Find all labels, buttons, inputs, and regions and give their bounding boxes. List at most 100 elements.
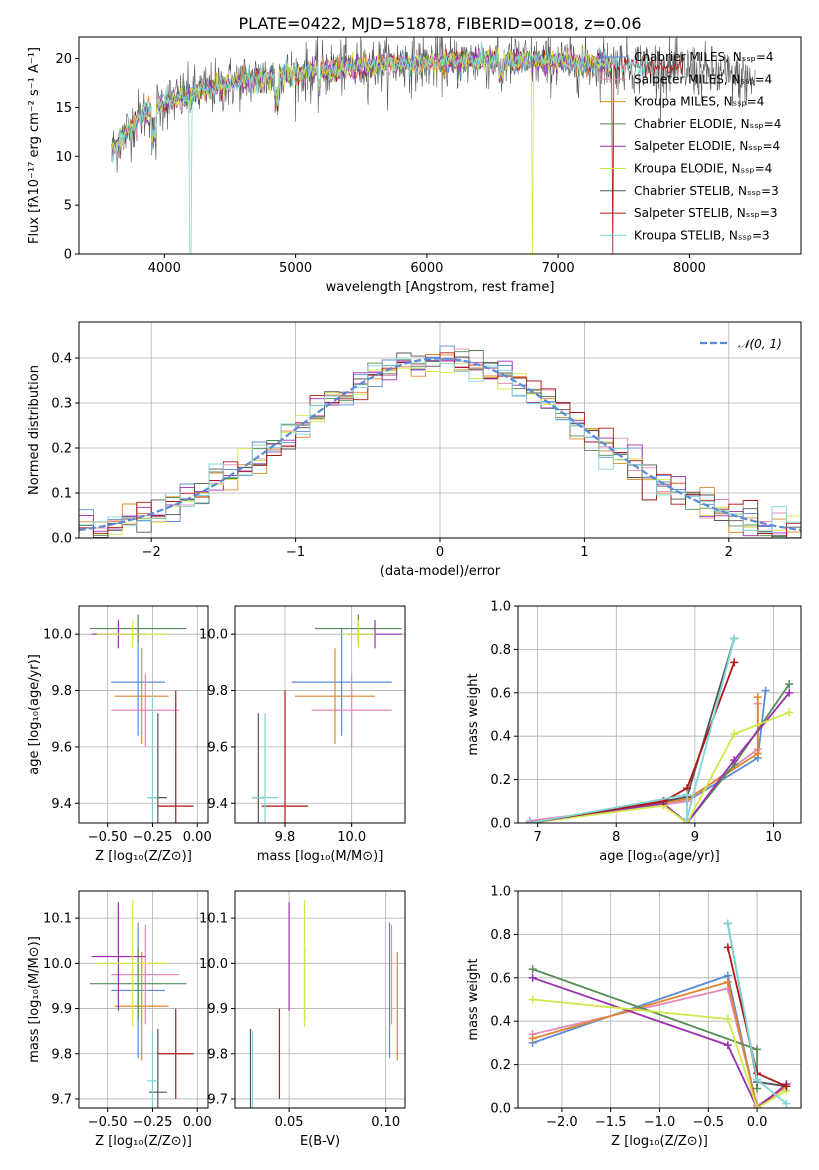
weight-marker [723, 1015, 732, 1024]
x-axis-label: wavelength [Angstrom, rest frame] [326, 280, 555, 295]
y-tick-label: 9.7 [51, 1092, 72, 1107]
y-tick-label: 10.1 [43, 912, 72, 927]
weight-marker [785, 688, 794, 697]
x-tick-label: 0.0 [747, 1115, 768, 1130]
weight-line [529, 662, 736, 823]
y-tick-label: 0.8 [490, 928, 511, 943]
y-tick-label: 5 [64, 199, 72, 214]
x-axis-label: Z [log₁₀(Z/Z⊙)] [611, 1134, 708, 1149]
y-tick-label: 0.0 [490, 1102, 511, 1117]
normal-curve [79, 357, 801, 532]
spectrum-series-chabrier_stelib [111, 37, 756, 173]
weight-marker [753, 749, 762, 758]
y-tick-label: 15 [55, 101, 72, 116]
x-tick-label: 10.0 [337, 830, 366, 845]
errorbar-chabrier_miles [291, 628, 392, 736]
errorbar-chabrier_elodie [89, 947, 187, 1020]
weight-marker [528, 965, 537, 974]
weight-marker [782, 1082, 791, 1091]
weight-series-kroupa_stelib [723, 919, 791, 1108]
x-tick-label: 7 [534, 830, 542, 845]
weight-marker [528, 973, 537, 982]
weight-marker [723, 978, 732, 987]
x-axis-label: E(B-V) [300, 1134, 340, 1149]
weight-marker [723, 1041, 732, 1050]
histogram-salpeter_stelib [79, 352, 801, 538]
y-axis-label: age [log₁₀(age/yr)] [27, 654, 42, 775]
axes-frame [234, 890, 406, 1109]
errorbar-salpeter_stelib [157, 690, 194, 823]
y-tick-label: 0.0 [490, 817, 511, 832]
weight-line [529, 638, 736, 823]
y-tick-label: 9.4 [207, 797, 228, 812]
panel-mass_vs_ebv: 0.05 0.10 9.7 9.8 9.9 10.0 10.1 E(B-V) [199, 890, 406, 1149]
plot-area [89, 614, 194, 823]
x-tick-label: −0.25 [133, 1115, 173, 1130]
errorbar-salpeter_stelib [157, 1008, 194, 1099]
axes-frame [78, 890, 209, 1109]
legend-label-chabrier_elodie: Chabrier ELODIE, Nₛₛₚ=4 [634, 117, 781, 131]
y-axis-label: mass weight [466, 673, 481, 755]
axes-frame [78, 605, 209, 824]
y-tick-label: 9.8 [51, 684, 72, 699]
y-tick-label: 1.0 [490, 885, 511, 900]
panel-mass_vs_Z: −0.50 −0.25 0.00 9.7 9.8 9.9 10.0 10.1 Z [log₁₀(… [27, 890, 212, 1149]
panel-spectrum: 4000 5000 6000 7000 8000 0 5 10 15 20 wavelength [… [27, 36, 802, 295]
legend-label-salpeter_stelib: Salpeter STELIB, Nₛₛₚ=3 [634, 206, 778, 220]
x-tick-label: 0 [436, 545, 444, 560]
x-tick-label: 6000 [410, 261, 443, 276]
x-tick-label: 7000 [542, 261, 575, 276]
x-tick-label: 0.05 [275, 1115, 304, 1130]
x-tick-label: 9 [691, 830, 699, 845]
panel-residuals: −2 −1 0 1 2 0.0 0.1 0.2 0.3 0.4 (data-model)/error… [27, 321, 802, 579]
y-tick-label: 9.4 [51, 797, 72, 812]
panel-age_vs_mass: 9.8 10.0 9.4 9.6 9.8 10.0 mass [log₁₀(M/M⊙)] [199, 605, 406, 864]
x-tick-label: 4000 [148, 261, 181, 276]
legend-label-kroupa_stelib: Kroupa STELIB, Nₛₛₚ=3 [634, 228, 770, 242]
weight-marker [730, 756, 739, 765]
x-tick-label: 2 [725, 545, 733, 560]
weight-marker [723, 919, 732, 928]
weight-line [529, 711, 790, 823]
y-tick-label: 0.3 [51, 397, 72, 412]
y-axis-label: mass [log₁₀(M/M⊙)] [27, 936, 42, 1063]
y-tick-label: 0.0 [51, 532, 72, 547]
plot-area [525, 634, 794, 823]
plot-area [89, 900, 194, 1108]
errorbar-salpeter_miles [111, 924, 180, 1025]
x-tick-label: −0.50 [88, 1115, 128, 1130]
x-tick-label: 8000 [673, 261, 706, 276]
errorbar-salpeter_miles [311, 673, 392, 747]
plot-area [79, 345, 801, 538]
errorbar-kroupa_elodie [96, 900, 169, 1027]
x-tick-label: 0.00 [183, 1115, 212, 1130]
weight-marker [528, 995, 537, 1004]
errorbar-salpeter_stelib [261, 690, 309, 823]
y-tick-label: 10.0 [43, 957, 72, 972]
legend-label-kroupa_elodie: Kroupa ELODIE, Nₛₛₚ=4 [634, 162, 772, 176]
y-tick-label: 0 [64, 248, 72, 263]
weight-marker [785, 680, 794, 689]
x-axis-label: (data-model)/error [380, 564, 501, 579]
y-tick-label: 0.8 [490, 643, 511, 658]
weight-marker [753, 1045, 762, 1054]
x-tick-label: −0.25 [133, 830, 173, 845]
panel-weight_vs_Z: −2.0 −1.5 −1.0 −0.5 0.0 0.0 0.2 0.4 0.6 0.8 1.0 Z [… [466, 885, 802, 1149]
x-tick-label: 0.10 [371, 1115, 400, 1130]
x-tick-label: −0.5 [693, 1115, 725, 1130]
y-tick-label: 10.1 [199, 912, 228, 927]
errorbar-salpeter_elodie [91, 902, 146, 1011]
weight-marker [528, 1034, 537, 1043]
y-axis-label: mass weight [466, 958, 481, 1040]
errorbar-kroupa_stelib [147, 696, 158, 823]
plot-area [251, 614, 402, 823]
x-tick-label: 8 [612, 830, 620, 845]
spectrum-series-kroupa_stelib [111, 41, 650, 254]
errorbar-salpeter_miles [111, 673, 180, 747]
weight-marker [753, 1075, 762, 1084]
x-tick-label: 9.8 [275, 830, 296, 845]
y-tick-label: 1.0 [490, 600, 511, 615]
weight-marker [525, 819, 534, 823]
weight-series-kroupa_elodie [525, 708, 794, 823]
spectrum-series-kroupa_elodie [111, 43, 611, 254]
